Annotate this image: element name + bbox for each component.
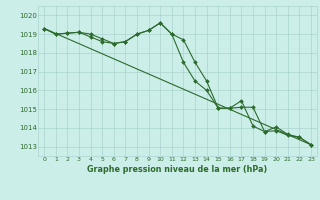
X-axis label: Graphe pression niveau de la mer (hPa): Graphe pression niveau de la mer (hPa) [87,165,268,174]
